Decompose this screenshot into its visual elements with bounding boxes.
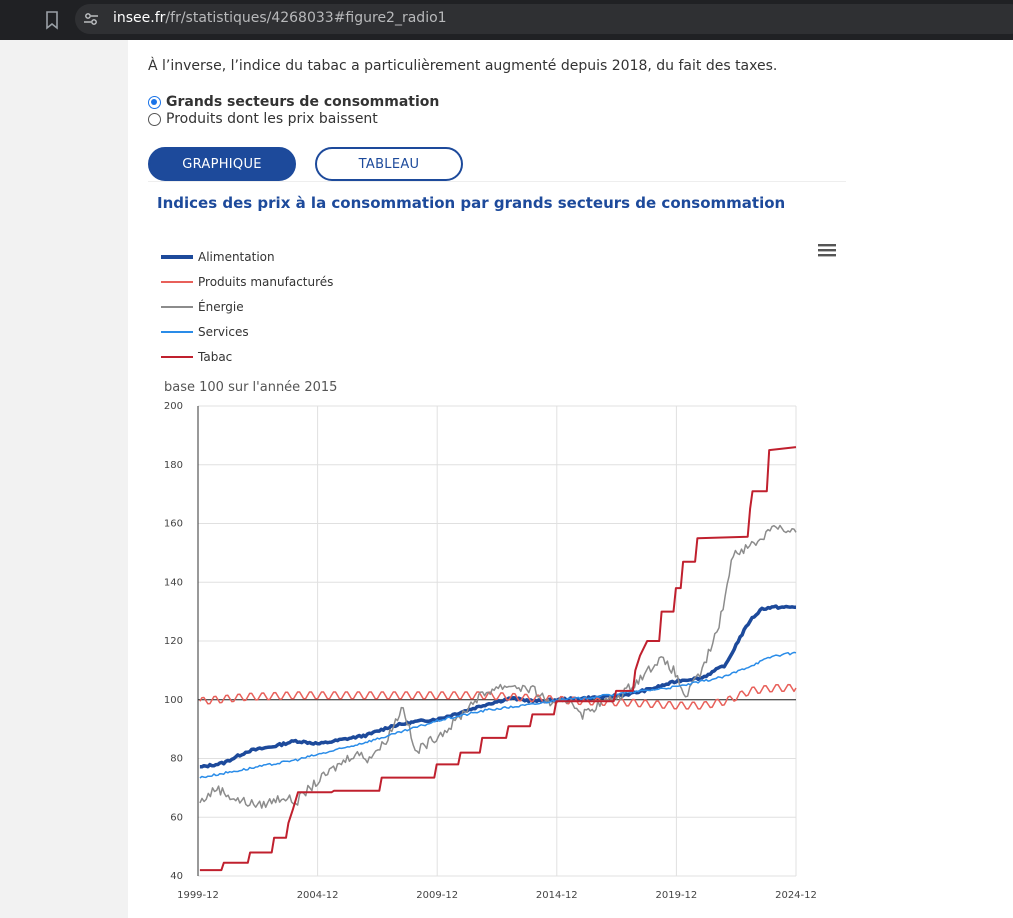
legend-item[interactable]: Tabac xyxy=(161,344,333,369)
series-line-1 xyxy=(199,683,797,710)
radio-label-sectors: Grands secteurs de consommation xyxy=(166,94,440,110)
legend-swatch xyxy=(161,330,193,333)
y-tick-label: 180 xyxy=(164,460,183,471)
y-tick-label: 160 xyxy=(164,519,183,530)
chart-title: Indices des prix à la consommation par g… xyxy=(157,194,786,212)
y-tick-label: 80 xyxy=(170,754,183,765)
legend-swatch xyxy=(161,355,193,358)
y-tick-label: 120 xyxy=(164,636,183,647)
y-tick-label: 60 xyxy=(170,812,183,823)
address-bar[interactable] xyxy=(75,4,1013,34)
legend-label: Alimentation xyxy=(198,249,275,264)
legend-item[interactable]: Énergie xyxy=(161,294,333,319)
series-line-3 xyxy=(199,651,797,779)
x-tick-label: 1999-12 xyxy=(177,890,219,901)
series-line-4 xyxy=(199,446,797,872)
radio-label-falling-prices: Produits dont les prix baissent xyxy=(166,111,378,127)
legend-label: Services xyxy=(198,324,249,339)
y-tick-label: 40 xyxy=(170,871,183,882)
chart-legend: Alimentation Produits manufacturés Énergie… xyxy=(161,244,333,369)
chart-container: Indices des prix à la consommation par g… xyxy=(148,181,846,918)
url-path: /fr/statistiques/4268033#figure2_radio1 xyxy=(165,10,447,26)
x-tick-label: 2004-12 xyxy=(297,890,339,901)
y-tick-label: 100 xyxy=(164,695,183,706)
radio-option-sectors[interactable]: Grands secteurs de consommation xyxy=(148,93,439,111)
x-tick-label: 2024-12 xyxy=(775,890,817,901)
x-tick-label: 2009-12 xyxy=(416,890,458,901)
chart-menu-icon[interactable] xyxy=(818,242,836,258)
legend-swatch xyxy=(161,254,193,259)
line-chart: 40 60 80 100 120 140 160 180 200 1999-12 2004-12 20… xyxy=(164,401,817,901)
browser-toolbar: insee.fr/fr/statistiques/4268033#figure2… xyxy=(0,0,1013,40)
radio-option-falling-prices[interactable]: Produits dont les prix baissent xyxy=(148,110,378,128)
legend-item[interactable]: Services xyxy=(161,319,333,344)
site-settings-icon[interactable] xyxy=(83,11,99,27)
y-tick-label: 200 xyxy=(164,401,183,412)
bookmark-icon[interactable] xyxy=(44,10,60,30)
legend-item[interactable]: Produits manufacturés xyxy=(161,269,333,294)
series-line-2 xyxy=(199,524,797,809)
radio-button-unchecked[interactable] xyxy=(148,112,161,126)
legend-swatch xyxy=(161,305,193,308)
legend-label: Tabac xyxy=(198,349,233,364)
chart-unit-note: base 100 sur l'année 2015 xyxy=(164,380,338,395)
legend-label: Énergie xyxy=(198,299,244,314)
radio-button-checked[interactable] xyxy=(148,95,161,109)
x-tick-label: 2019-12 xyxy=(656,890,698,901)
legend-swatch xyxy=(161,280,193,283)
legend-label: Produits manufacturés xyxy=(198,274,334,289)
x-tick-label: 2014-12 xyxy=(536,890,578,901)
url-text[interactable]: insee.fr/fr/statistiques/4268033#figure2… xyxy=(113,10,447,26)
page-content: À l’inverse, l’indice du tabac a particu… xyxy=(128,40,1013,918)
url-host: insee.fr xyxy=(113,10,166,26)
legend-item[interactable]: Alimentation xyxy=(161,244,333,269)
intro-paragraph: À l’inverse, l’indice du tabac a particu… xyxy=(148,58,778,74)
graph-tab-button[interactable]: Graphique xyxy=(148,147,296,181)
y-tick-label: 140 xyxy=(164,577,183,588)
table-tab-button[interactable]: Tableau xyxy=(315,147,463,181)
series-line-0 xyxy=(199,604,796,769)
